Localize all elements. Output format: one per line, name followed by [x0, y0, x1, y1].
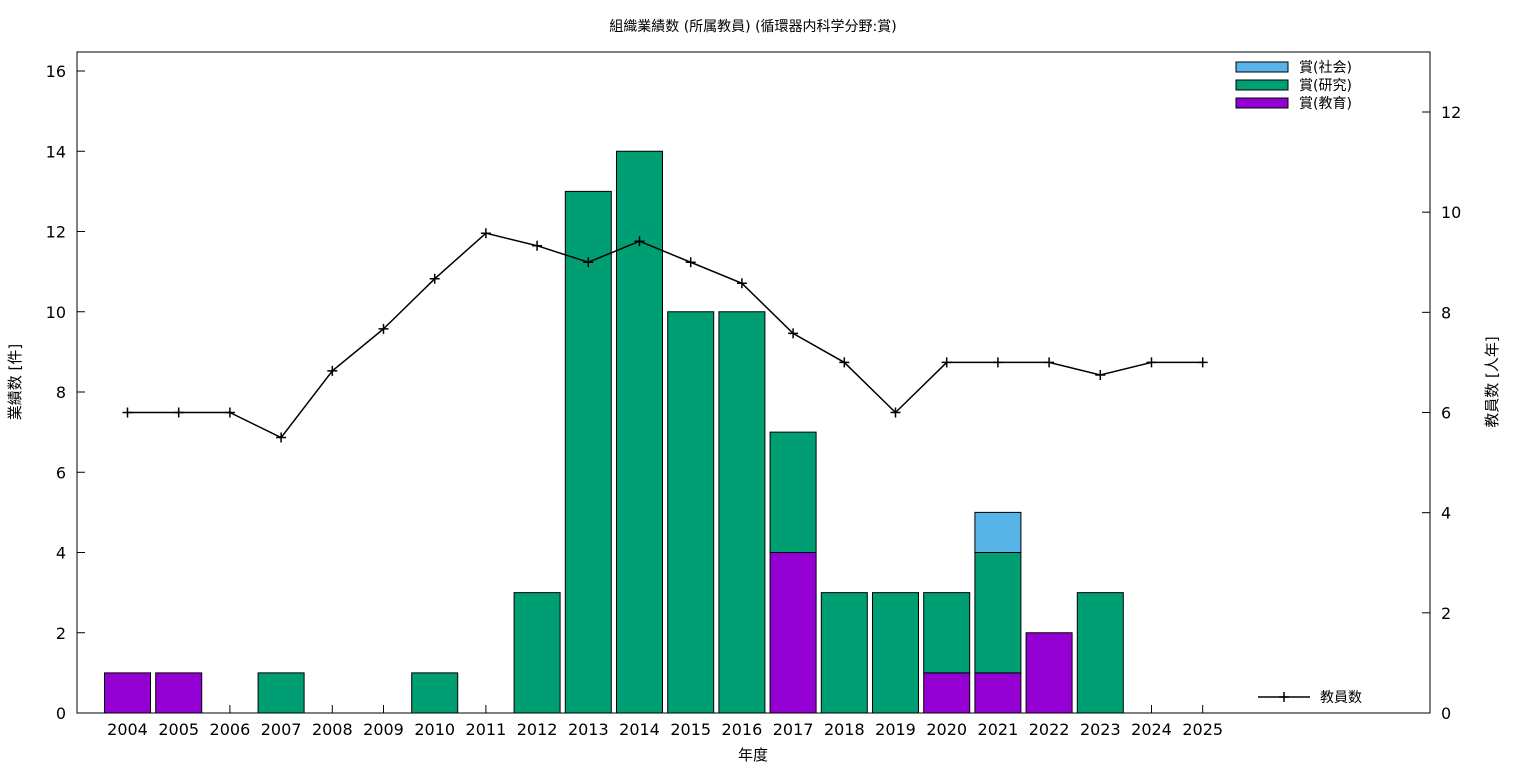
legend-label: 賞(社会) — [1299, 60, 1352, 76]
x-tick-label: 2005 — [158, 720, 199, 739]
line-point — [583, 257, 594, 268]
line-point — [685, 257, 696, 268]
chart-title: 組織業績数 (所属教員) (循環器内科学分野:賞) — [609, 19, 896, 35]
x-tick-label: 2019 — [875, 720, 916, 739]
line-point — [1095, 369, 1106, 380]
x-tick-label: 2009 — [363, 720, 404, 739]
bar — [1025, 632, 1073, 714]
bar — [872, 592, 919, 714]
legend-swatch — [1235, 97, 1289, 109]
line-point — [1044, 357, 1055, 368]
x-tick-label: 2013 — [568, 720, 609, 739]
y2-tick-label: 2 — [1441, 604, 1451, 623]
y2-axis-label: 教員数 [人年] — [1483, 336, 1501, 427]
line-point — [941, 357, 952, 368]
x-tick-label: 2014 — [619, 720, 660, 739]
x-tick-label: 2011 — [466, 720, 507, 739]
y2-tick-label: 10 — [1441, 203, 1461, 222]
bar — [155, 672, 203, 714]
line-point — [1146, 357, 1157, 368]
legend-line-marker — [1279, 692, 1289, 702]
x-tick-label: 2004 — [107, 720, 148, 739]
bar — [718, 311, 766, 714]
line-point — [1197, 357, 1208, 368]
line-point — [276, 432, 287, 443]
x-tick-label: 2010 — [414, 720, 455, 739]
line-point — [736, 278, 747, 289]
line-point — [890, 407, 901, 418]
line-point — [634, 236, 645, 247]
legend-swatch — [1235, 79, 1289, 91]
bar — [1076, 592, 1124, 714]
y2-tick-label: 12 — [1441, 103, 1461, 122]
x-axis-label: 年度 — [738, 746, 768, 764]
x-tick-label: 2007 — [261, 720, 302, 739]
line-point — [839, 357, 850, 368]
y-tick-label: 10 — [46, 303, 66, 322]
bar — [667, 311, 715, 714]
line-series — [127, 232, 1203, 439]
bar — [257, 672, 305, 714]
legend-label: 教員数 — [1320, 690, 1362, 706]
legend-label: 賞(教育) — [1299, 96, 1352, 112]
y2-tick-label: 0 — [1441, 704, 1451, 723]
bar — [411, 672, 459, 714]
line-point — [378, 323, 389, 334]
legend-swatch — [1235, 61, 1289, 73]
bar — [104, 672, 151, 714]
bar — [974, 511, 1022, 553]
bar — [564, 190, 612, 714]
y-tick-label: 16 — [46, 62, 66, 81]
y2-tick-label: 8 — [1441, 303, 1451, 322]
legend-label: 賞(研究) — [1299, 78, 1352, 94]
line-point — [992, 357, 1003, 368]
x-tick-label: 2015 — [670, 720, 711, 739]
line-point — [327, 365, 338, 376]
y-tick-label: 12 — [46, 223, 66, 242]
bar — [923, 672, 971, 714]
line-point — [122, 407, 133, 418]
x-tick-label: 2006 — [210, 720, 251, 739]
y2-tick-label: 6 — [1441, 404, 1451, 423]
x-tick-label: 2022 — [1029, 720, 1070, 739]
y-axis-label: 業績数 [件] — [6, 344, 24, 420]
x-tick-label: 2024 — [1131, 720, 1172, 739]
y2-tick-label: 4 — [1441, 504, 1451, 523]
y-tick-label: 2 — [56, 624, 66, 643]
bar — [923, 592, 971, 674]
x-tick-label: 2023 — [1080, 720, 1121, 739]
x-tick-label: 2025 — [1182, 720, 1223, 739]
x-tick-label: 2016 — [722, 720, 763, 739]
line-point — [788, 328, 799, 339]
line-point — [532, 240, 543, 251]
bar — [616, 150, 663, 714]
x-tick-label: 2020 — [926, 720, 967, 739]
line-point — [429, 273, 440, 284]
bar — [769, 431, 817, 553]
bar — [513, 592, 561, 714]
bar — [769, 552, 817, 714]
x-tick-label: 2012 — [517, 720, 558, 739]
bar — [974, 672, 1022, 714]
y-tick-label: 14 — [46, 142, 66, 161]
plot-area: 0 2 4 6 8 10 12 14 16 0 2 4 6 8 10 12 2004 2005 2006 2007 20… — [46, 51, 1461, 739]
x-tick-label: 2018 — [824, 720, 865, 739]
bar — [974, 552, 1022, 674]
x-tick-label: 2017 — [773, 720, 814, 739]
line-point — [224, 407, 235, 418]
y-tick-label: 4 — [56, 544, 66, 563]
line-point — [480, 228, 491, 239]
y-tick-label: 6 — [56, 463, 66, 482]
x-tick-label: 2008 — [312, 720, 353, 739]
bar — [820, 592, 868, 714]
y-tick-label: 8 — [56, 383, 66, 402]
line-point — [173, 407, 184, 418]
y-tick-label: 0 — [56, 704, 66, 723]
x-tick-label: 2021 — [978, 720, 1019, 739]
